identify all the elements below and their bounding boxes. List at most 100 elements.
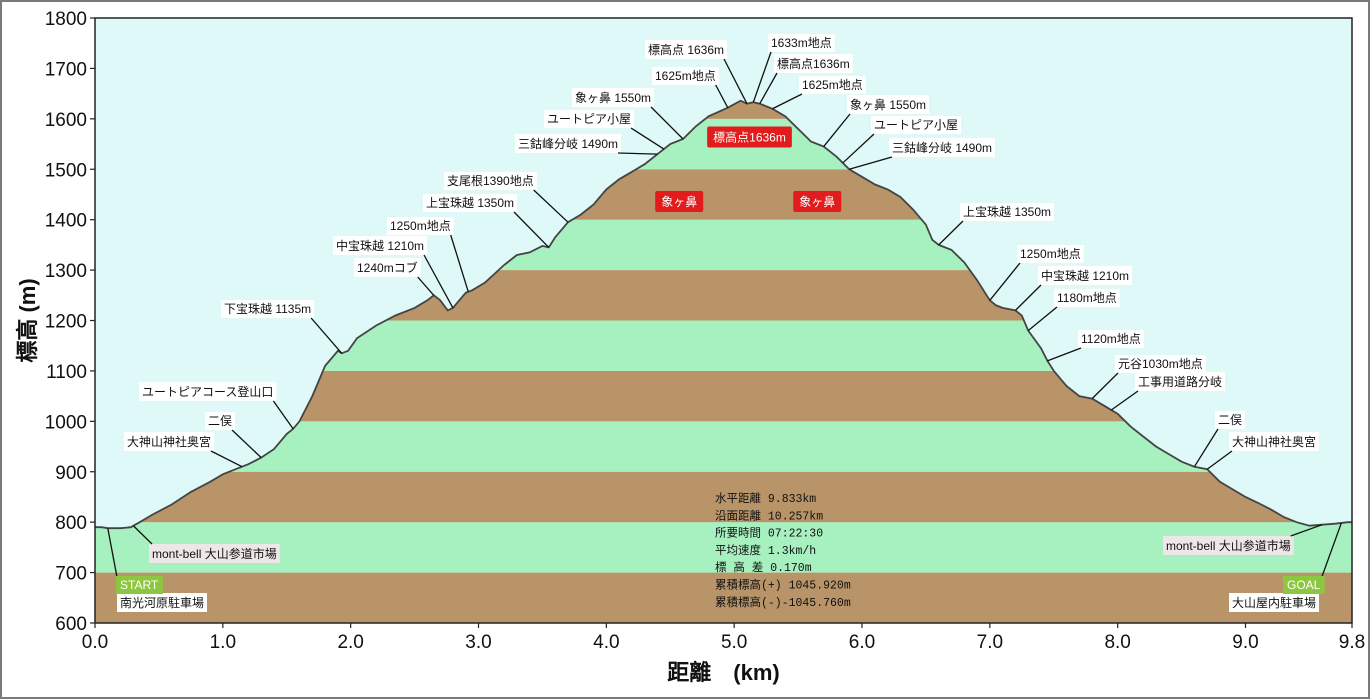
annotation-label: 二俣 [1218,413,1242,427]
y-tick-label: 1300 [45,261,87,282]
annotation-label: 象ヶ鼻 1550m [850,97,926,112]
annotation: mont-bell 大山参道市場 [1163,524,1323,555]
annotation-leader [618,152,658,155]
annotation-label: 1250m地点 [390,219,451,233]
annotation-leader [423,254,454,309]
annotation-box [221,300,315,318]
x-tick-label: 1.0 [210,632,236,653]
annotation-box [1135,372,1226,391]
annotation: 1250m地点 [387,217,469,292]
annotation-box [1054,289,1120,307]
annotation-label: 1625m地点 [655,69,716,83]
start-badge-box [116,576,163,594]
annotation-label: 三鈷峰分岐 1490m [518,136,618,151]
x-tick-label: 4.0 [593,632,619,653]
x-tick-label: 3.0 [465,632,491,653]
annotation-leader [231,429,262,459]
annotation: 1180m地点 [1027,289,1120,332]
annotation-leader [938,220,964,246]
x-tick-label: 2.0 [337,632,363,653]
annotation-leader [630,127,665,150]
annotation: 上宝珠越 1350m [938,203,1055,246]
annotation: 中宝珠越 1210m [333,236,454,309]
y-tick-label: 800 [55,513,87,534]
annotation-leader [723,58,748,105]
annotation-label: 大神山神社奥宮 [127,434,211,449]
annotation-box [1215,411,1246,429]
annotation-box [774,54,853,73]
annotation-label: 1180m地点 [1057,291,1117,305]
annotation: 大神山神社奥宮 [124,432,243,468]
x-tick-label: 7.0 [977,632,1003,653]
annotation-label: ユートピアコース登山口 [142,384,273,399]
annotation-leader [1014,284,1042,311]
stats-line: 累積標高(+) 1045.920m [715,578,851,593]
annotation-label: 中宝珠越 1210m [336,238,424,253]
annotation-box [1229,432,1320,451]
annotation-leader [752,51,772,103]
highlight-label: 象ヶ鼻 [799,194,835,209]
annotation: 三鈷峰分岐 1490m [849,138,996,170]
y-tick-label: 1000 [45,412,87,433]
annotation-box [149,544,280,563]
annotation-box [354,258,421,277]
x-tick-label: 9.0 [1232,632,1258,653]
annotation-box [652,67,719,85]
annotation-box [1038,266,1133,285]
annotation-leader [310,317,343,354]
annotation-label: 工事用道路分岐 [1138,374,1222,389]
annotation-box [515,134,622,153]
annotation-leader [1193,428,1219,468]
annotation-leader [759,72,778,105]
annotation-leader [1290,524,1323,537]
annotation: 1625m地点 [652,67,729,109]
annotation: 支尾根1390地点 [444,172,569,223]
annotation-label: 標高点1636m [777,56,850,71]
annotation-leader [842,133,875,164]
start-badge: START [116,576,163,594]
annotation: 象ヶ鼻 1550m [572,88,684,140]
stats-line: 累積標高(-)-1045.760m [715,595,851,610]
x-tick-label: 5.0 [721,632,747,653]
highlight-box [655,191,704,213]
annotation: 二俣 [1193,411,1246,468]
annotation-label: 1120m地点 [1081,332,1141,346]
highlight-badge: 象ヶ鼻 [655,191,704,213]
annotation: ユートピア小屋 [842,116,962,164]
annotation-leader [533,189,569,223]
elevation-band [95,522,1352,573]
annotation-box [1229,593,1320,612]
annotation-label: 二俣 [208,414,232,428]
annotation: 標高点1636m [759,54,853,105]
annotation-label: 南光河原駐車場 [120,595,204,610]
annotation: 標高点 1636m [645,40,748,105]
annotation-box [333,236,428,255]
y-tick-label: 1200 [45,312,87,333]
annotation-box [205,412,236,430]
stats-line: 所要時間 07:22:30 [715,527,823,541]
x-tick-label: 6.0 [849,632,875,653]
y-tick-label: 1800 [45,9,87,30]
annotation-label: 1633m地点 [771,36,832,50]
y-tick-label: 1700 [45,59,87,80]
annotation: 1240mコブ [354,258,435,296]
elevation-band [95,572,1352,623]
annotation-leader [450,234,469,292]
annotation-label: mont-bell 大山参道市場 [152,546,277,561]
annotation-box [1115,355,1206,373]
annotation-label: 1250m地点 [1020,247,1081,261]
annotation-box [387,217,454,235]
annotation-leader [989,262,1021,301]
start-badge-label: START [120,578,159,592]
annotation: 大神山神社奥宮 [1206,432,1320,470]
annotation-leader [417,276,435,296]
annotation-leader [272,400,294,430]
x-tick-label: 8.0 [1104,632,1130,653]
stats-line: 平均速度 1.3km/h [715,543,816,558]
annotation: 三鈷峰分岐 1490m [515,134,658,155]
annotation-label: 三鈷峰分岐 1490m [892,140,992,155]
highlight-label: 象ヶ鼻 [661,194,697,209]
annotation: 1250m地点 [989,245,1084,301]
